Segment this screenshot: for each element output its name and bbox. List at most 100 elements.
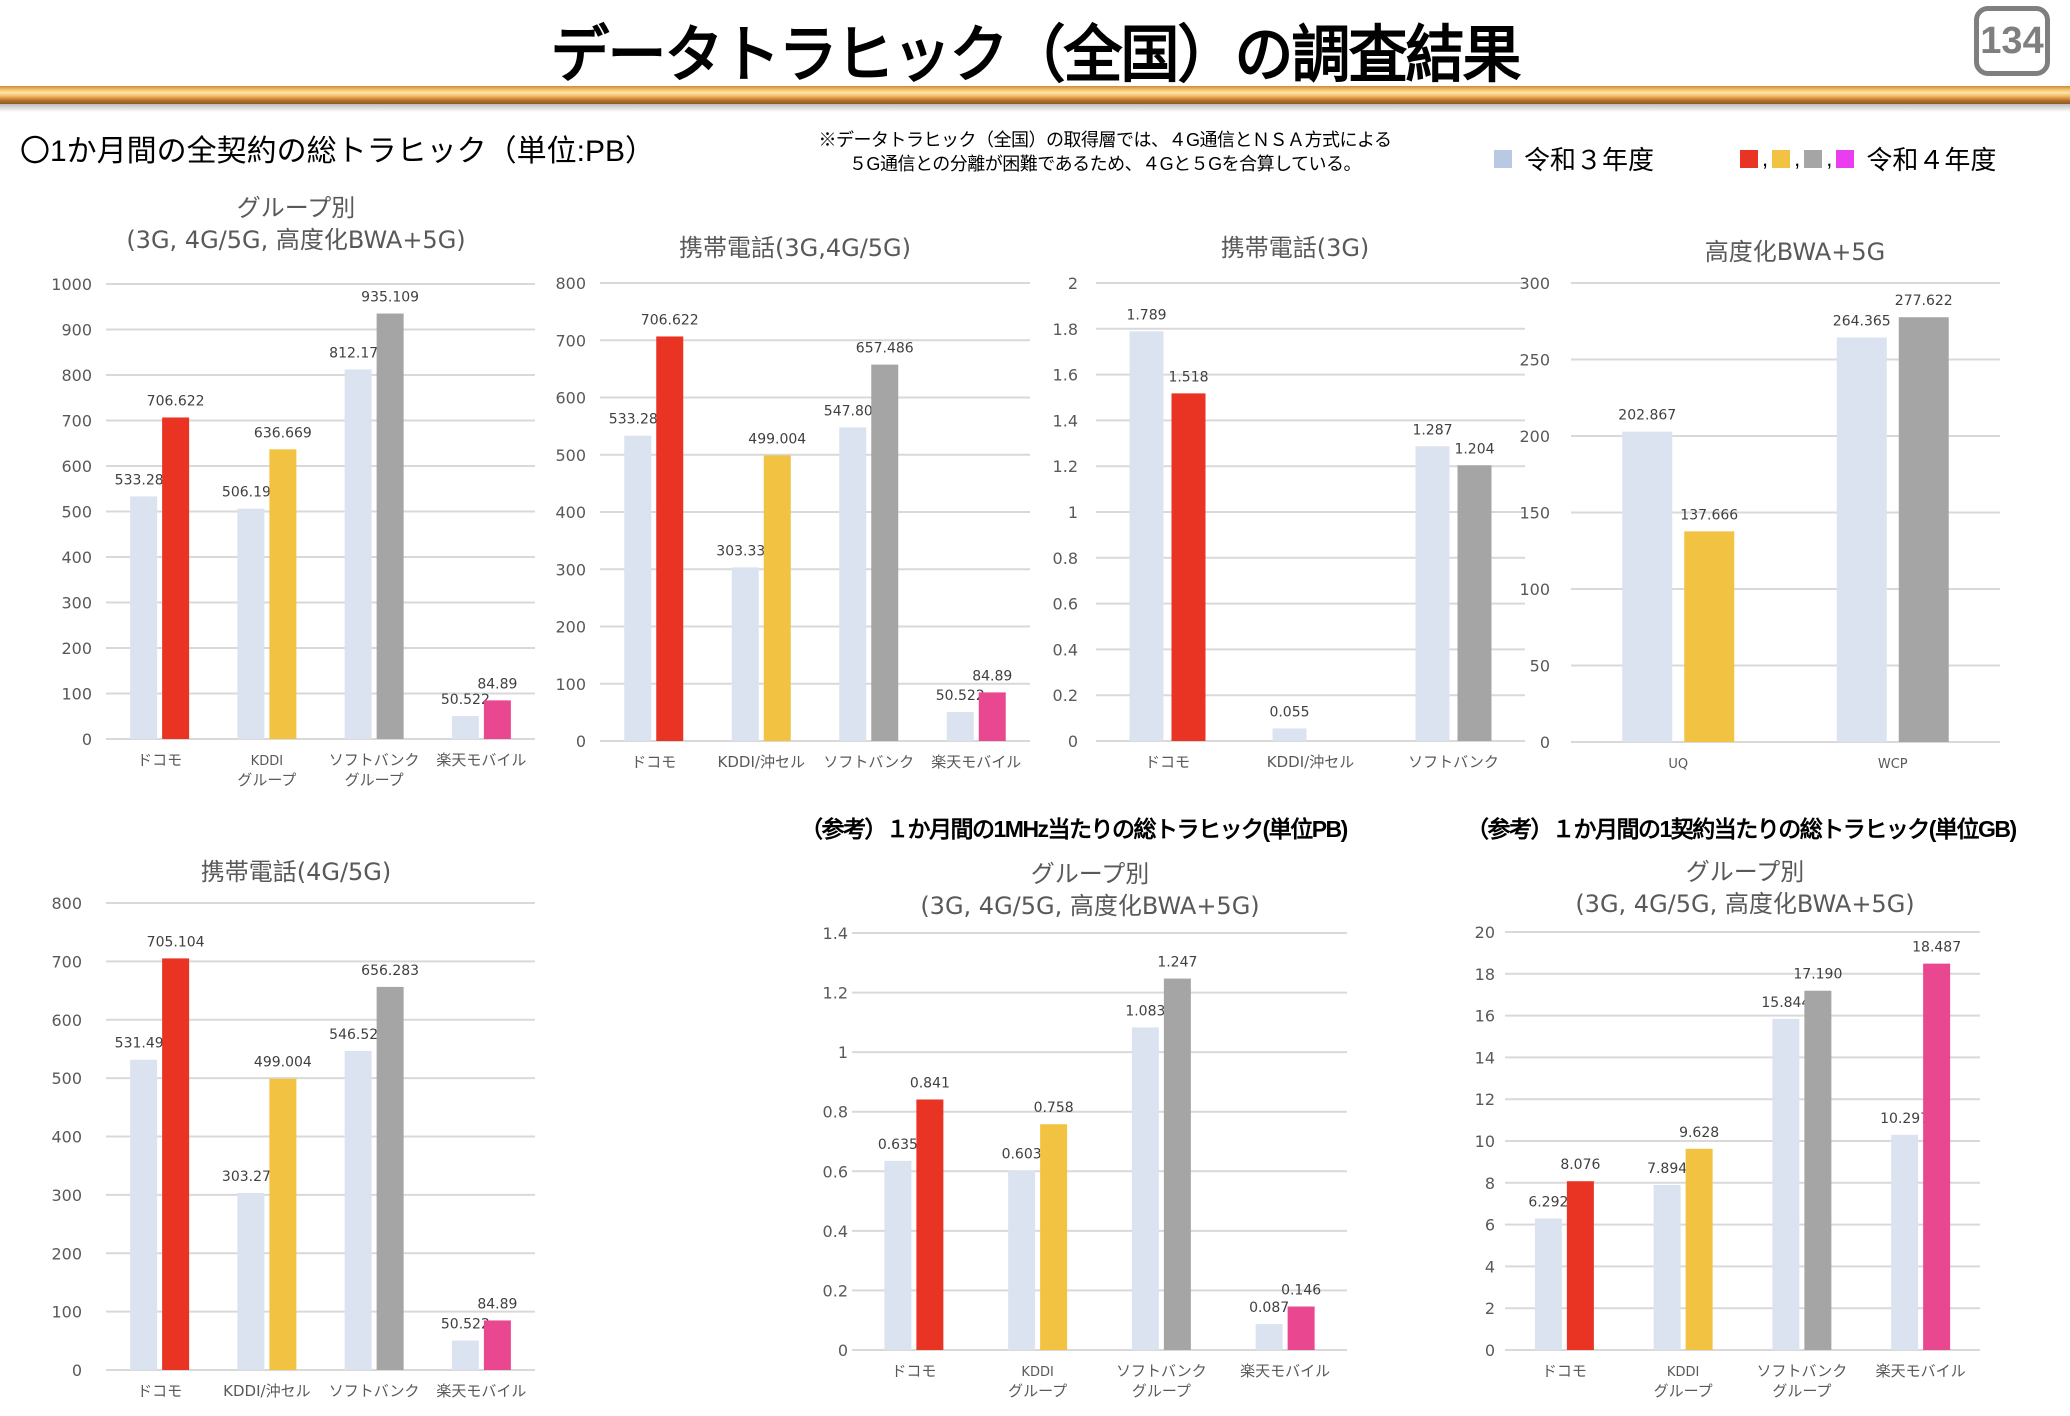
y-tick-label: 1 [838,1043,848,1062]
data-label: 1.518 [1168,369,1208,385]
data-label: 499.004 [254,1055,312,1071]
y-tick-label: 6 [1485,1216,1495,1235]
bar-prev-year [451,716,479,739]
y-tick-label: 1.2 [823,984,848,1003]
x-category-label: ドコモ [137,1382,182,1400]
y-tick-label: 300 [1519,274,1550,293]
data-label: 656.283 [361,963,419,979]
y-tick-label: 0.8 [823,1103,848,1122]
chart-title-line: グループ別 [1685,858,1805,886]
y-tick-label: 700 [555,331,586,350]
bar-prev-year [731,567,759,741]
data-label: 547.809 [824,403,882,419]
chart-title-per-contract: グループ別 (3G, 4G/5G, 高度化BWA+5G) [1500,856,1990,920]
x-category-label: UQ [1668,757,1688,772]
y-tick-label: 50 [1530,657,1550,676]
legend-curr-year: , , , 令和４年度 [1740,140,1996,177]
data-label: 636.669 [254,425,312,441]
footnote: ※データトラヒック（全国）の取得層では、４G通信とＮＳＡ方式による ５G通信との… [790,128,1420,176]
page-number-badge: 134 [1974,6,2050,76]
legend-swatch-rakuten [1836,149,1855,168]
data-label: 277.622 [1895,293,1953,309]
y-tick-label: 500 [51,1069,82,1088]
x-category-label: グループ [1008,1382,1067,1400]
legend-prev-year: 令和３年度 [1494,140,1654,177]
data-label: 50.522 [441,692,490,708]
x-category-label: 楽天モバイル [436,1382,526,1400]
y-tick-label: 1.8 [1053,320,1078,339]
bar-curr-year [1684,531,1735,742]
data-label: 0.087 [1249,1300,1289,1316]
bar-prev-year [1891,1134,1919,1350]
chart-title-group: グループ別 (3G, 4G/5G, 高度化BWA+5G) [56,192,536,256]
y-tick-label: 0.4 [1053,640,1078,659]
y-tick-label: 600 [51,1011,82,1030]
data-label: 533.282 [115,472,173,488]
data-label: 50.522 [441,1317,490,1333]
data-label: 1.083 [1125,1003,1165,1019]
legend-swatch-prev-year [1494,149,1512,168]
data-label: 303.276 [222,1169,280,1185]
bar-prev-year [946,712,974,741]
chart-title-bwa-5g: 高度化BWA+5G [1560,236,2030,268]
data-label: 1.287 [1412,422,1452,438]
data-label: 303.331 [716,543,774,559]
footnote-line-1: ※データトラヒック（全国）の取得層では、４G通信とＮＳＡ方式による [818,130,1392,150]
bar-prev-year [1129,331,1164,741]
chart-title-line: (3G, 4G/5G, 高度化BWA+5G) [920,892,1260,920]
bar-prev-year [839,427,867,741]
x-category-label: ドコモ [631,753,676,771]
y-tick-label: 600 [555,389,586,408]
y-tick-label: 16 [1475,1007,1495,1026]
y-tick-label: 800 [555,274,586,293]
data-label: 0.055 [1269,704,1309,720]
bar-prev-year [237,1192,265,1370]
x-category-label: 楽天モバイル [436,751,526,769]
data-label: 84.89 [477,676,517,692]
data-label: 812.174 [329,345,387,361]
bar-prev-year [1836,337,1887,742]
data-label: 705.104 [147,934,205,950]
y-tick-label: 2 [1068,274,1078,293]
chart-title-per-mhz: グループ別 (3G, 4G/5G, 高度化BWA+5G) [840,858,1340,922]
y-tick-label: 100 [555,675,586,694]
y-tick-label: 0.8 [1053,549,1078,568]
legend-label-prev-year: 令和３年度 [1524,145,1655,175]
x-category-label: KDDI [251,754,283,769]
data-label: 84.89 [972,668,1012,684]
bar-curr-year [978,692,1006,741]
y-tick-label: 200 [555,618,586,637]
data-label: 137.666 [1680,507,1738,523]
legend-label-curr-year: 令和４年度 [1866,145,1997,175]
bar-prev-year [344,369,372,739]
bar-curr-year [871,364,899,741]
legend-separator: , [1826,145,1833,171]
bar-curr-year [1685,1148,1713,1350]
data-label: 1.204 [1454,441,1494,457]
bar-curr-year [1040,1124,1068,1350]
x-category-label: グループ [1772,1382,1831,1400]
x-category-label: KDDI/沖セル [223,1382,310,1400]
section-heading: 〇1か月間の全契約の総トラヒック（単位:PB） [20,135,656,168]
bar-prev-year [130,496,158,739]
chart-title-line: グループ別 [236,194,356,222]
y-tick-label: 0 [82,730,92,749]
y-tick-label: 0 [1540,733,1550,752]
data-label: 6.292 [1528,1194,1568,1210]
bar-curr-year [1923,963,1951,1350]
y-tick-label: 200 [51,1244,82,1263]
y-tick-label: 800 [51,894,82,913]
chart-title-mobile-4g5g: 携帯電話(4G/5G) [56,856,536,888]
y-tick-label: 250 [1519,351,1550,370]
data-label: 531.493 [115,1036,173,1052]
data-label: 0.146 [1281,1283,1321,1299]
y-tick-label: 20 [1475,923,1495,942]
x-category-label: ソフトバンク [1116,1362,1207,1380]
chart-title-line: (3G, 4G/5G, 高度化BWA+5G) [126,226,466,254]
y-tick-label: 10 [1475,1132,1495,1151]
data-label: 17.190 [1793,967,1842,983]
data-label: 18.487 [1912,940,1961,956]
data-label: 657.486 [856,341,914,357]
chart-title-line: 携帯電話(3G) [1220,234,1370,262]
x-category-label: グループ [1654,1382,1713,1400]
